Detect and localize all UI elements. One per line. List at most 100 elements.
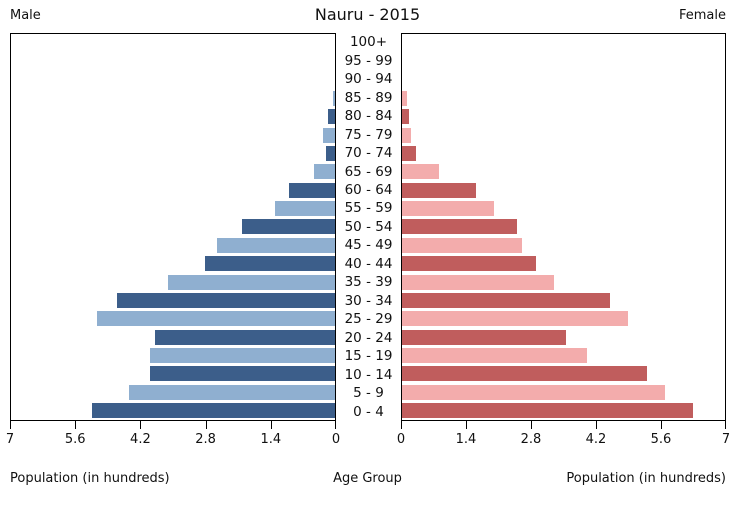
age-group-label: 55 - 59 — [344, 200, 393, 217]
age-group-label: 95 - 99 — [344, 52, 393, 69]
population-bar — [402, 329, 566, 345]
population-bar — [402, 348, 587, 364]
bar-row — [11, 163, 335, 181]
age-group-label: 65 - 69 — [344, 163, 393, 180]
axis-tick-label: 4.2 — [130, 432, 151, 447]
bar-row — [402, 71, 725, 89]
axis-tick-label: 0 — [396, 432, 406, 447]
bar-row — [402, 126, 725, 144]
bar-row — [402, 255, 725, 273]
age-group-label: 35 - 39 — [344, 274, 393, 291]
population-bar — [402, 366, 647, 382]
population-bar — [332, 90, 335, 106]
axis-tick-mark — [205, 421, 207, 429]
population-bar — [242, 219, 335, 235]
age-group-label: 85 - 89 — [344, 89, 393, 106]
bar-row — [11, 310, 335, 328]
bar-row — [402, 402, 725, 420]
population-bar — [154, 329, 335, 345]
bar-row — [11, 255, 335, 273]
bar-row — [11, 52, 335, 70]
population-bar — [402, 311, 629, 327]
population-bar — [402, 109, 409, 125]
population-bar — [149, 366, 335, 382]
bar-row — [11, 328, 335, 346]
axis-tick-label: 0 — [331, 432, 341, 447]
population-bar — [149, 348, 335, 364]
population-bar — [402, 274, 555, 290]
axis-tick-mark — [401, 421, 402, 429]
age-group-label: 10 - 14 — [344, 366, 393, 383]
bar-row — [11, 181, 335, 199]
population-bar — [402, 145, 416, 161]
bar-row — [11, 126, 335, 144]
bar-row — [402, 218, 725, 236]
axis-tick-label: 1.4 — [455, 432, 477, 447]
age-group-label: 30 - 34 — [344, 292, 393, 309]
age-group-label: 20 - 24 — [344, 329, 393, 346]
bar-row — [11, 383, 335, 401]
population-bar — [402, 292, 610, 308]
population-bar — [402, 201, 495, 217]
male-plot-area — [10, 33, 336, 421]
bar-row — [402, 52, 725, 70]
bar-row — [402, 89, 725, 107]
male-x-axis: 7 5.6 4.2 2.8 1.4 0 — [6, 420, 340, 450]
population-bar — [402, 403, 693, 419]
axis-tick-label: 5.6 — [650, 432, 672, 447]
age-group-label: 15 - 19 — [344, 348, 393, 365]
age-group-label: 50 - 54 — [344, 218, 393, 235]
population-bar — [274, 201, 335, 217]
age-group-label: 80 - 84 — [344, 108, 393, 125]
axis-tick-mark — [661, 421, 662, 429]
age-group-label: 40 - 44 — [344, 255, 393, 272]
bar-row — [11, 365, 335, 383]
population-bar — [314, 164, 335, 180]
population-bar — [402, 164, 439, 180]
male-axis-label: Population (in hundreds) — [10, 471, 170, 486]
bar-row — [402, 199, 725, 217]
bar-row — [402, 310, 725, 328]
axis-tick-label: 5.6 — [64, 432, 86, 447]
population-bar — [288, 182, 335, 198]
female-side-header: Female — [678, 8, 726, 23]
bar-row — [402, 365, 725, 383]
age-group-label: 45 - 49 — [344, 237, 393, 254]
population-bar — [328, 109, 335, 125]
bar-row — [11, 236, 335, 254]
age-group-label: 5 - 9 — [353, 385, 384, 402]
female-x-axis: 0 1.4 2.8 4.2 5.6 7 — [397, 420, 730, 450]
bar-row — [402, 236, 725, 254]
population-bar — [402, 237, 522, 253]
bar-row — [11, 199, 335, 217]
age-group-axis-label: Age Group — [333, 471, 402, 486]
axis-tick-mark — [466, 421, 467, 429]
axis-tick-label: 7 — [5, 432, 15, 447]
bar-row — [402, 273, 725, 291]
axis-tick-mark — [140, 421, 142, 429]
population-bar — [325, 145, 335, 161]
axis-tick-mark — [335, 421, 336, 429]
age-group-label: 75 - 79 — [344, 126, 393, 143]
bar-row — [402, 144, 725, 162]
age-group-label: 100+ — [349, 34, 388, 51]
population-bar — [402, 219, 518, 235]
population-bar — [402, 90, 407, 106]
population-bar — [216, 237, 335, 253]
bar-row — [11, 89, 335, 107]
bar-row — [11, 108, 335, 126]
bar-row — [11, 71, 335, 89]
age-group-label: 0 - 4 — [353, 403, 384, 420]
population-bar — [323, 127, 335, 143]
axis-tick-mark — [531, 421, 532, 429]
bar-row — [402, 108, 725, 126]
bar-row — [11, 402, 335, 420]
chart-title: Nauru - 2015 — [314, 5, 421, 24]
axis-tick-label: 2.8 — [195, 432, 216, 447]
age-group-label: 60 - 64 — [344, 181, 393, 198]
population-bar — [402, 182, 476, 198]
population-bar — [402, 127, 412, 143]
bar-row — [11, 218, 335, 236]
axis-tick-label: 7 — [721, 432, 731, 447]
population-bar — [129, 384, 335, 400]
